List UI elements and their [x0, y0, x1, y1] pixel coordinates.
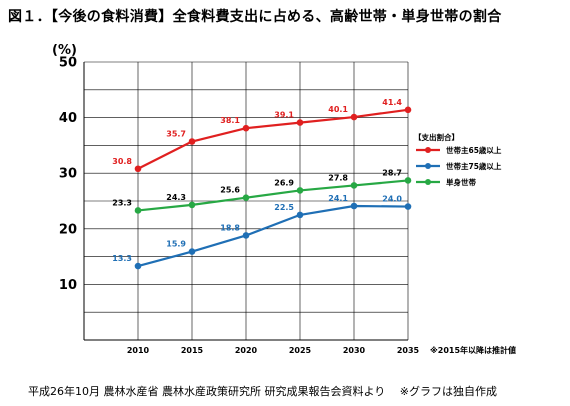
- legend-swatch-marker: [425, 147, 431, 153]
- data-label: 24.1: [328, 194, 348, 203]
- x-tick-label: 2035: [397, 346, 420, 355]
- y-tick-label: 50: [59, 56, 77, 71]
- data-label: 38.1: [220, 116, 240, 125]
- y-tick-labels: 10 20 30 40 50: [59, 56, 77, 293]
- series-group: 30.8 35.7 38.1 39.1 40.1 41.4 13.3 15.9 18.8 22.5…: [112, 98, 412, 270]
- y-tick-label: 40: [59, 111, 77, 126]
- data-point: [242, 194, 250, 201]
- y-tick-label: 20: [59, 222, 77, 237]
- data-point: [296, 211, 304, 219]
- data-point: [404, 203, 412, 210]
- x-tick-labels: 2010 2015 2020 2025 2030 2035: [127, 346, 420, 355]
- data-point: [296, 119, 304, 126]
- data-label: 24.3: [166, 193, 186, 202]
- data-label: 18.8: [220, 223, 240, 232]
- series-line: [137, 179, 409, 212]
- x-tick-label: 2020: [235, 346, 258, 355]
- data-label: 41.4: [382, 98, 402, 107]
- data-point: [242, 124, 250, 132]
- data-label: 22.5: [274, 203, 294, 212]
- chart-title: 図１．【今後の食料消費】全食料費支出に占める、高齢世帯・単身世帯の割合: [8, 9, 502, 25]
- data-label: 40.1: [328, 105, 348, 114]
- data-point: [188, 201, 196, 209]
- y-tick-label: 10: [59, 278, 77, 293]
- y-axis-unit-label: (%): [52, 43, 77, 58]
- data-point: [296, 187, 304, 194]
- data-point: [188, 248, 196, 255]
- data-label: 15.9: [166, 240, 186, 249]
- data-point: [350, 182, 358, 189]
- data-label: 39.1: [274, 111, 294, 120]
- legend-label: 単身世帯: [446, 177, 476, 187]
- data-label: 35.7: [166, 130, 186, 139]
- data-label: 25.6: [220, 186, 240, 195]
- data-label: 30.8: [112, 157, 132, 166]
- data-label: 24.0: [382, 195, 402, 204]
- data-label: 23.3: [112, 198, 132, 207]
- legend-swatch-marker: [425, 163, 431, 169]
- x-tick-label: 2030: [343, 346, 366, 355]
- source-note: 平成26年10月 農林水産省 農林水産政策研究所 研究成果報告会資料より ※グラ…: [28, 385, 497, 398]
- x-axis-note: ※2015年以降は推計値: [430, 345, 516, 355]
- data-point: [134, 165, 142, 173]
- data-point: [188, 138, 196, 145]
- legend-swatch-marker: [425, 179, 431, 185]
- data-point: [134, 262, 142, 270]
- legend-label: 世帯主65歳以上: [446, 145, 502, 155]
- data-point: [404, 177, 412, 184]
- data-label: 13.3: [112, 254, 132, 263]
- y-tick-label: 30: [59, 167, 77, 182]
- x-tick-label: 2010: [127, 346, 150, 355]
- data-point: [404, 106, 412, 114]
- x-tick-label: 2025: [289, 346, 312, 355]
- data-point: [134, 207, 142, 214]
- gridlines: [84, 61, 409, 340]
- data-label: 27.8: [328, 173, 348, 182]
- data-point: [350, 113, 358, 121]
- series-line: [137, 204, 409, 268]
- data-label: 28.7: [382, 168, 402, 177]
- axes: [83, 62, 408, 341]
- legend-label: 世帯主75歳以上: [446, 161, 502, 171]
- data-point: [242, 232, 250, 239]
- x-tick-label: 2015: [181, 346, 204, 355]
- series-line: [137, 108, 409, 170]
- data-label: 26.9: [274, 178, 294, 187]
- data-point: [350, 202, 358, 210]
- legend-title: 【支出割合】: [414, 132, 459, 142]
